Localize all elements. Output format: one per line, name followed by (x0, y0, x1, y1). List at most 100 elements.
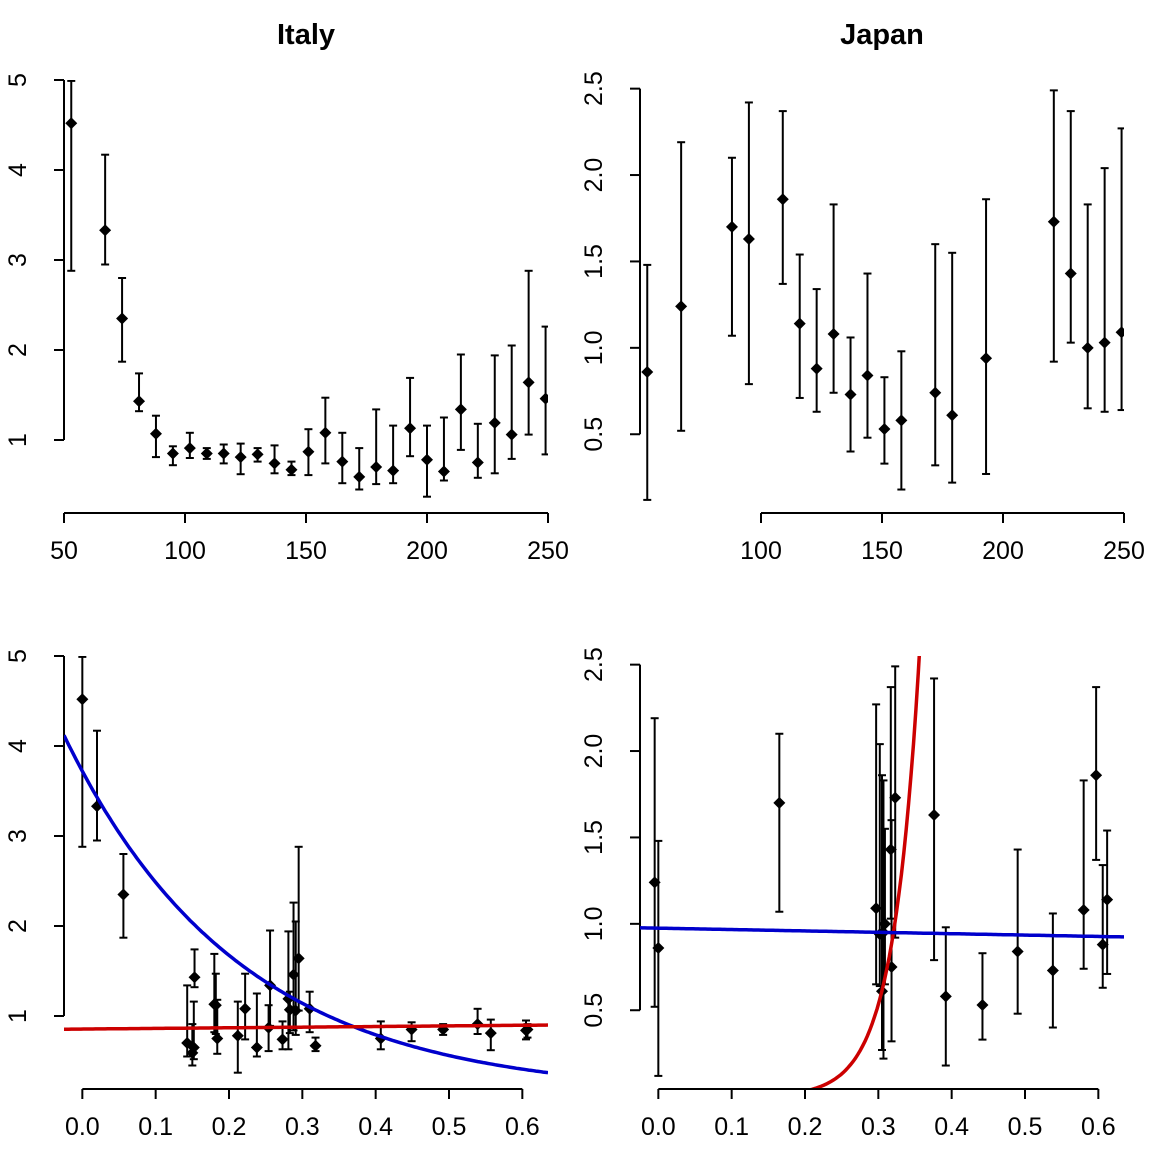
data-point (133, 395, 146, 408)
error-bar (355, 447, 364, 491)
data-point (652, 942, 665, 955)
data-point (1101, 893, 1114, 906)
panel-italy-by-count: Italy 50 100 150 200 250 1 2 3 4 5 (4, 19, 569, 565)
plot-area (65, 80, 548, 498)
fit-curve-red (64, 1023, 548, 1031)
data-point (725, 220, 738, 233)
data-point (421, 453, 433, 466)
error-bar (829, 203, 838, 394)
data-point (209, 999, 222, 1012)
x-tick-label: 0.0 (65, 1113, 100, 1141)
data-point (793, 317, 806, 330)
x-tick-label: 250 (527, 537, 569, 565)
data-point (319, 426, 332, 439)
data-point (1098, 336, 1111, 349)
x-tick-label: 0.4 (358, 1113, 393, 1141)
data-point (539, 392, 548, 405)
error-bar (812, 288, 821, 413)
error-bar (456, 353, 465, 451)
data-point (488, 416, 501, 429)
error-bar (978, 952, 987, 1041)
error-bar (473, 422, 482, 479)
error-bar (1100, 167, 1109, 413)
panel-italy-by-fraction: 0.0 0.1 0.2 0.3 0.4 0.5 0.6 1 2 3 4 5 (4, 649, 548, 1141)
data-point (976, 999, 989, 1012)
x-tick-label: 150 (285, 537, 327, 565)
error-bar (863, 272, 872, 439)
data-point (889, 791, 902, 804)
x-tick-label: 0.5 (1008, 1113, 1043, 1141)
data-point (742, 232, 755, 245)
error-bar (878, 774, 886, 1051)
error-bar (101, 153, 110, 266)
x-tick-label: 0.5 (432, 1113, 467, 1141)
data-point (404, 422, 417, 435)
data-point (183, 442, 196, 455)
error-bar (643, 263, 652, 501)
error-bar (1083, 203, 1092, 410)
data-point (484, 1027, 497, 1040)
data-point (844, 388, 857, 401)
error-bar (1013, 848, 1022, 1015)
error-bar (67, 80, 76, 272)
error-bar (1098, 864, 1107, 989)
y-tick-label: 2.5 (580, 647, 608, 682)
data-point (471, 456, 484, 469)
data-point (251, 448, 264, 461)
data-point (268, 457, 281, 470)
panel-title-japan: Japan (840, 19, 924, 51)
x-tick-label: 250 (1103, 537, 1145, 565)
data-point (117, 888, 130, 901)
data-point (99, 224, 112, 237)
panel-title-italy: Italy (277, 19, 335, 51)
data-point (149, 427, 162, 440)
y-tick-label: 2.5 (580, 71, 608, 106)
data-point (505, 428, 518, 441)
data-point (302, 445, 315, 458)
data-point (641, 366, 654, 379)
error-bar (880, 376, 889, 465)
data-point (776, 193, 789, 206)
data-point (827, 328, 840, 341)
data-point (370, 461, 383, 473)
data-point (116, 312, 129, 325)
error-bar (78, 656, 87, 848)
data-point (454, 403, 467, 416)
y-tick-label: 4 (4, 163, 32, 177)
error-bar (524, 269, 533, 436)
y-tick-label: 2 (4, 919, 32, 933)
data-point (285, 463, 298, 476)
x-tick-label: 0.0 (641, 1113, 676, 1141)
y-tick-label: 0.5 (580, 417, 608, 452)
y-tick-label: 1 (4, 1009, 32, 1023)
fit-curve-red (810, 656, 922, 1088)
x-tick-label: 0.6 (1081, 1113, 1116, 1141)
error-bar (406, 376, 415, 458)
error-bar (775, 732, 784, 913)
data-point (188, 971, 201, 984)
data-point (1064, 267, 1077, 280)
data-point (65, 117, 78, 130)
data-point (522, 376, 535, 389)
y-tick-label: 1.5 (580, 244, 608, 279)
y-tick-label: 3 (4, 253, 32, 267)
data-point (1011, 945, 1024, 958)
data-point (878, 917, 891, 930)
data-point (939, 990, 952, 1003)
data-point (1047, 215, 1060, 228)
y-tick-label: 5 (4, 73, 32, 87)
error-bar (1066, 110, 1075, 344)
data-point (166, 447, 179, 460)
x-tick-label: 150 (861, 537, 903, 565)
plot-area (64, 656, 548, 1075)
data-point (1081, 341, 1094, 354)
y-tick-label: 3 (4, 829, 32, 843)
error-bar (1079, 779, 1088, 970)
x-tick-label: 0.3 (861, 1113, 896, 1141)
error-bar (677, 141, 686, 432)
data-point (1115, 326, 1124, 339)
data-point (231, 1029, 244, 1042)
data-point (239, 1002, 252, 1015)
error-bar (1117, 127, 1124, 412)
data-point (929, 386, 942, 399)
